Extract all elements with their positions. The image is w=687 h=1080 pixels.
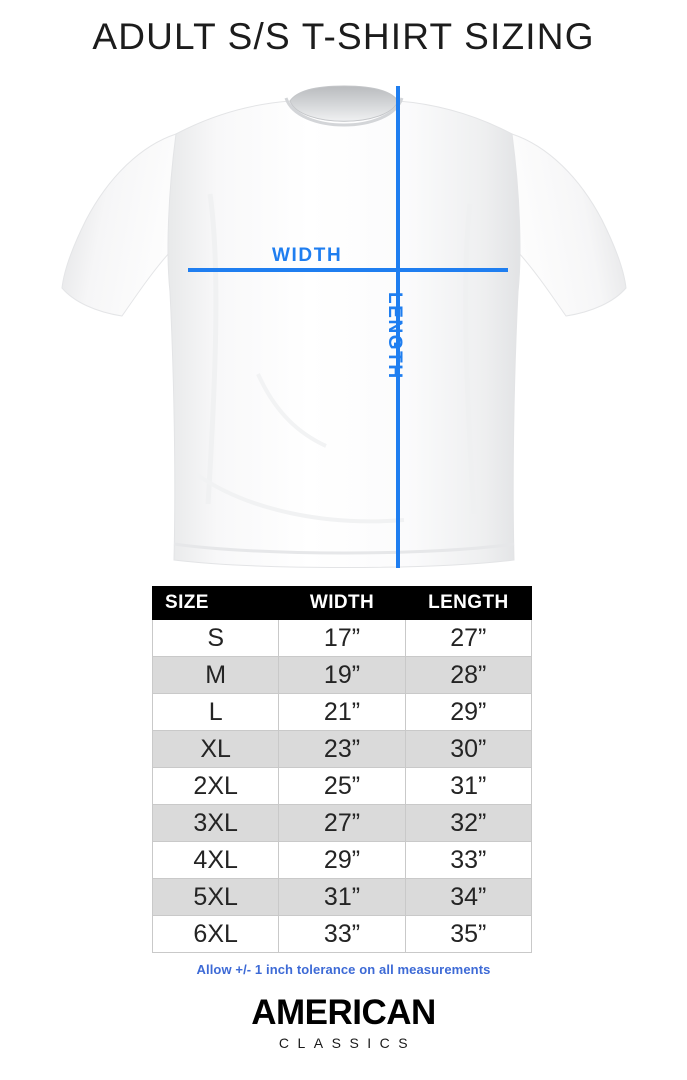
table-row: 2XL 25” 31”	[151, 767, 533, 805]
cell-length: 30”	[404, 730, 533, 768]
table-row: L 21” 29”	[151, 693, 533, 731]
cell-length: 27”	[404, 619, 533, 657]
width-measure-line	[188, 268, 508, 272]
cell-length: 31”	[404, 767, 533, 805]
table-row: S 17” 27”	[151, 619, 533, 657]
cell-width: 33”	[278, 915, 406, 953]
cell-size: 4XL	[151, 841, 280, 879]
table-row: 5XL 31” 34”	[151, 878, 533, 916]
column-header-size: SIZE	[151, 586, 280, 620]
column-header-width: WIDTH	[278, 586, 406, 620]
cell-length: 34”	[404, 878, 533, 916]
table-row: XL 23” 30”	[151, 730, 533, 768]
table-row: 3XL 27” 32”	[151, 804, 533, 842]
table-header-row: SIZE WIDTH LENGTH	[151, 586, 533, 620]
length-label: LENGTH	[384, 292, 405, 380]
cell-width: 17”	[278, 619, 406, 657]
cell-size: XL	[151, 730, 280, 768]
cell-width: 31”	[278, 878, 406, 916]
brand-name: AMERICAN	[251, 993, 436, 1032]
cell-width: 29”	[278, 841, 406, 879]
cell-length: 32”	[404, 804, 533, 842]
cell-width: 25”	[278, 767, 406, 805]
column-header-length: LENGTH	[404, 586, 533, 620]
cell-size: 6XL	[151, 915, 280, 953]
cell-size: L	[151, 693, 280, 731]
tshirt-diagram: WIDTH LENGTH	[0, 74, 687, 574]
table-row: 6XL 33” 35”	[151, 915, 533, 953]
table-row: 4XL 29” 33”	[151, 841, 533, 879]
cell-length: 35”	[404, 915, 533, 953]
cell-size: S	[151, 619, 280, 657]
tolerance-note: Allow +/- 1 inch tolerance on all measur…	[196, 962, 491, 977]
size-chart-table: SIZE WIDTH LENGTH S 17” 27” M 19” 28” L …	[151, 586, 533, 953]
width-label: WIDTH	[272, 245, 343, 266]
page-title: ADULT S/S T-SHIRT SIZING	[92, 16, 595, 57]
cell-size: 5XL	[151, 878, 280, 916]
table-row: M 19” 28”	[151, 656, 533, 694]
length-measure-line	[396, 86, 400, 568]
cell-length: 29”	[404, 693, 533, 731]
cell-width: 23”	[278, 730, 406, 768]
cell-length: 33”	[404, 841, 533, 879]
brand-tagline: CLASSICS	[278, 1034, 417, 1051]
cell-size: 3XL	[151, 804, 280, 842]
cell-length: 28”	[404, 656, 533, 694]
tshirt-illustration	[61, 85, 627, 568]
cell-size: 2XL	[151, 767, 280, 805]
cell-width: 27”	[278, 804, 406, 842]
cell-width: 21”	[278, 693, 406, 731]
table-body: S 17” 27” M 19” 28” L 21” 29” XL 23” 30”…	[151, 619, 533, 953]
cell-size: M	[151, 656, 280, 694]
brand-logo: AMERICAN CLASSICS	[0, 995, 687, 1051]
cell-width: 19”	[278, 656, 406, 694]
